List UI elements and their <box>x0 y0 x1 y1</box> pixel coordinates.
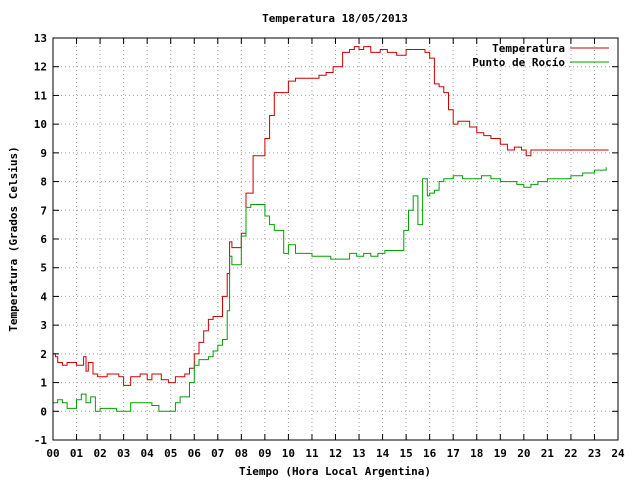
x-tick-label: 01 <box>70 447 84 460</box>
y-axis-label: Temperatura (Grados Celsius) <box>7 146 20 331</box>
series-line-temperatura <box>53 46 609 386</box>
y-tick-label: 0 <box>40 405 47 418</box>
y-tick-label: 2 <box>40 348 47 361</box>
x-tick-label: 18 <box>470 447 483 460</box>
y-tick-label: 1 <box>40 377 47 390</box>
y-tick-label: 6 <box>40 233 47 246</box>
y-tick-label: 5 <box>40 262 47 275</box>
y-tick-label: 11 <box>34 89 48 102</box>
x-tick-label: 04 <box>141 447 155 460</box>
x-tick-label: 20 <box>517 447 530 460</box>
x-tick-label: 10 <box>282 447 295 460</box>
x-tick-label: 21 <box>541 447 555 460</box>
x-tick-label: 19 <box>494 447 507 460</box>
x-tick-label: 09 <box>258 447 271 460</box>
y-tick-label: 13 <box>34 32 47 45</box>
x-axis-label: Tiempo (Hora Local Argentina) <box>239 465 431 478</box>
series-lines <box>53 46 609 412</box>
x-tick-label: 16 <box>423 447 437 460</box>
x-tick-label: 08 <box>235 447 248 460</box>
x-tick-label: 00 <box>46 447 59 460</box>
x-tick-label: 05 <box>164 447 177 460</box>
x-tick-label: 07 <box>211 447 224 460</box>
y-tick-label: 10 <box>34 118 47 131</box>
x-tick-label: 12 <box>329 447 342 460</box>
y-tick-label: 3 <box>40 319 47 332</box>
legend-label-punto-de-rocio: Punto de Rocío <box>472 56 565 69</box>
x-tick-label: 24 <box>611 447 625 460</box>
tick-labels: 00 01 02 03 04 05 06 07 08 09 10 11 12 13 14 15 16 17 18 19… <box>34 32 625 460</box>
y-tick-label: 8 <box>40 176 47 189</box>
x-tick-label: 02 <box>93 447 106 460</box>
y-tick-label: 9 <box>40 147 47 160</box>
legend-label-temperatura: Temperatura <box>492 42 565 55</box>
x-tick-label: 06 <box>188 447 202 460</box>
x-tick-label: 13 <box>352 447 365 460</box>
grid-lines <box>53 38 618 440</box>
y-tick-label: -1 <box>34 434 48 447</box>
series-line-punto-de-rocio <box>53 167 607 412</box>
x-tick-label: 15 <box>400 447 413 460</box>
y-tick-label: 7 <box>40 204 47 217</box>
x-tick-label: 22 <box>564 447 577 460</box>
x-tick-label: 23 <box>588 447 601 460</box>
y-tick-label: 4 <box>40 290 47 303</box>
chart-title: Temperatura 18/05/2013 <box>262 12 408 25</box>
x-tick-label: 11 <box>305 447 319 460</box>
x-tick-label: 14 <box>376 447 390 460</box>
y-tick-label: 12 <box>34 61 47 74</box>
x-tick-label: 17 <box>447 447 460 460</box>
legend: Temperatura Punto de Rocío <box>472 42 609 69</box>
axis-ticks <box>52 37 619 441</box>
x-tick-label: 03 <box>117 447 130 460</box>
